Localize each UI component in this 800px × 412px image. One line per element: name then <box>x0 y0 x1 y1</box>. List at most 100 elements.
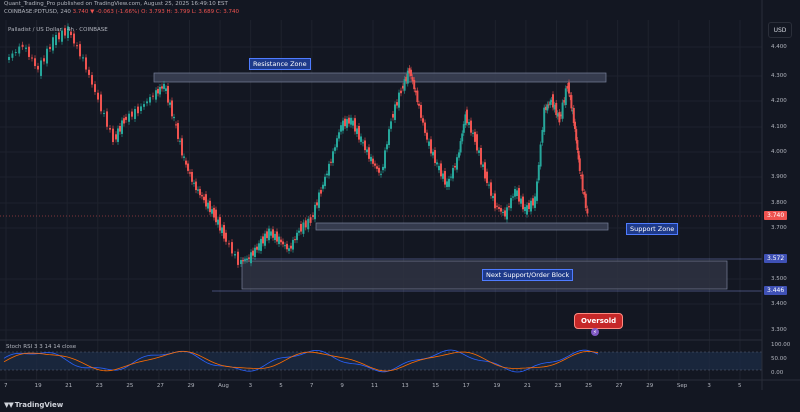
tradingview-logo[interactable]: ▼▼ TradingView <box>4 401 63 409</box>
candle-body <box>185 160 187 165</box>
candle-body <box>100 94 102 112</box>
time-axis-tick: 23 <box>554 383 562 389</box>
candle-body <box>452 167 454 179</box>
candle-body <box>438 165 440 171</box>
candle-body <box>334 147 336 151</box>
candle-body <box>25 47 27 49</box>
candle-body <box>304 220 307 228</box>
candle-body <box>530 200 532 212</box>
support-zone-label[interactable]: Support Zone <box>626 223 679 235</box>
support-zone-box[interactable] <box>315 222 609 231</box>
candle-body <box>312 215 314 217</box>
time-axis-tick: 29 <box>187 383 195 389</box>
candle-body <box>244 259 246 261</box>
rsi-indicator-label[interactable]: Stoch RSI 3 3 14 14 close <box>6 344 77 350</box>
candle-body <box>384 150 386 169</box>
candle-body <box>82 57 84 59</box>
candle-body <box>398 92 400 108</box>
time-axis-tick: Aug <box>218 383 229 389</box>
candle-body <box>270 231 272 236</box>
candle-body <box>356 128 358 134</box>
candle-body <box>213 207 215 218</box>
candle-body <box>561 102 564 119</box>
candle-body <box>221 227 223 233</box>
candle-body <box>278 236 280 245</box>
candle-body <box>143 104 145 107</box>
candle-body <box>134 109 136 119</box>
candle-body <box>406 70 409 84</box>
candle-body <box>49 46 51 50</box>
candle-body <box>326 173 328 176</box>
time-axis-tick: 11 <box>371 383 378 389</box>
candle-body <box>280 239 282 243</box>
rsi-k-line <box>3 349 599 373</box>
candle-body <box>55 34 57 46</box>
candle-body <box>103 112 105 114</box>
candle-body <box>18 46 21 54</box>
candle-body <box>490 182 492 196</box>
resistance-zone-box[interactable] <box>153 72 607 83</box>
time-axis-tick: 19 <box>493 383 501 389</box>
candle-body <box>418 103 420 106</box>
candle-body <box>167 86 169 103</box>
candle-body <box>215 209 217 223</box>
time-axis-tick: 19 <box>34 383 42 389</box>
candle-body <box>346 119 348 128</box>
candle-body <box>217 219 219 225</box>
candle-body <box>514 189 516 197</box>
candle-body <box>157 88 159 94</box>
currency-button[interactable]: USD <box>768 22 792 38</box>
time-axis-tick: 5 <box>279 383 283 389</box>
candle-body <box>266 231 268 239</box>
candle-body <box>159 86 161 95</box>
candle-body <box>64 28 66 36</box>
price-axis-tick: 4.100 <box>771 124 787 130</box>
candle-body <box>290 245 292 249</box>
lightning-icon: ⚡ <box>591 328 599 336</box>
candle-body <box>302 222 305 234</box>
candle-body <box>46 48 48 64</box>
candle-body <box>464 114 467 126</box>
ohlc-price: 3.740 <box>72 9 89 15</box>
time-axis-tick: 21 <box>523 383 531 389</box>
candle-body <box>137 106 139 114</box>
candle-body <box>444 171 446 185</box>
candle-body <box>320 190 322 194</box>
candle-body <box>61 30 63 42</box>
resistance-zone-label[interactable]: Resistance Zone <box>249 58 311 70</box>
candle-body <box>338 132 340 139</box>
ohlc-line: COINBASE:PDTUSD, 240 3.740 ▼ -0.063 (-1.… <box>4 8 239 16</box>
candle-body <box>528 202 530 210</box>
candle-body <box>568 82 570 94</box>
candle-body <box>413 80 416 90</box>
publisher-line: Quant_Trading_Pro published on TradingVi… <box>4 1 228 7</box>
candle-body <box>121 120 123 134</box>
candle-body <box>11 53 14 58</box>
candle-body <box>522 196 524 210</box>
price-axis-tick: 3.400 <box>771 301 787 307</box>
candle-body <box>537 165 540 181</box>
candle-body <box>539 144 542 167</box>
candle-body <box>543 107 546 132</box>
candle-body <box>88 69 90 75</box>
candle-body <box>512 196 514 198</box>
candle-body <box>171 100 173 117</box>
candle-body <box>14 52 17 54</box>
candle-body <box>488 184 490 186</box>
candle-body <box>420 104 422 118</box>
candle-body <box>424 122 426 133</box>
candle-body <box>123 118 125 124</box>
candle-body <box>284 245 286 247</box>
candle-body <box>376 166 378 169</box>
price-axis-tick: 4.200 <box>771 98 787 104</box>
candle-body <box>70 31 72 36</box>
candle-body <box>392 114 394 118</box>
oversold-callout[interactable]: Oversold <box>574 313 624 329</box>
candle-body <box>282 241 284 245</box>
candle-body <box>40 60 42 76</box>
candle-body <box>336 138 338 148</box>
candle-body <box>155 90 157 100</box>
next-support-label[interactable]: Next Support/Order Block <box>482 269 574 281</box>
candle-body <box>442 173 444 179</box>
